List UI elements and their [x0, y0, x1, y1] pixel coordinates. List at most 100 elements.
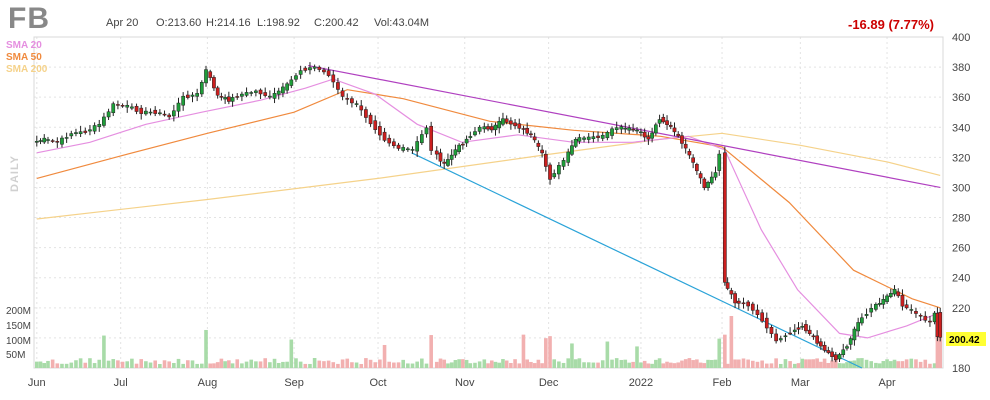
- candle-body: [235, 96, 240, 98]
- volume-bar: [848, 360, 853, 368]
- candle-body: [864, 314, 869, 316]
- price-tick-label: 260: [952, 243, 970, 255]
- candle-body: [240, 93, 244, 97]
- candle-body: [709, 176, 714, 184]
- volume-bar: [822, 358, 827, 368]
- volume-bar: [605, 341, 610, 368]
- volume-bar: [918, 361, 923, 368]
- volume-bars: [34, 316, 943, 368]
- candle-body: [783, 335, 788, 338]
- candle-body: [543, 153, 548, 167]
- candle-body: [401, 147, 406, 151]
- candle-body: [605, 132, 610, 139]
- candle-body: [733, 293, 737, 304]
- volume-bar: [230, 363, 235, 368]
- volume-bar: [181, 363, 185, 368]
- volume-bar: [760, 360, 764, 368]
- price-tick-label: 180: [952, 363, 970, 375]
- volume-bar: [453, 360, 458, 368]
- candle-body: [34, 141, 39, 143]
- volume-bar: [464, 359, 469, 368]
- volume-bar: [303, 363, 308, 368]
- price-axis: 400380360340320300280260240220200180: [952, 32, 970, 375]
- candle-body: [760, 312, 764, 322]
- candle-body: [461, 143, 465, 146]
- sma20-line: [36, 78, 941, 339]
- volume-bar: [668, 362, 673, 368]
- volume-bar: [268, 362, 272, 368]
- candle-body: [683, 143, 688, 149]
- volume-bar: [570, 343, 574, 368]
- candle-body: [548, 164, 552, 180]
- volume-bar: [34, 361, 39, 368]
- volume-bar: [489, 360, 494, 368]
- candle-body: [623, 127, 628, 130]
- volume-bar: [909, 358, 914, 368]
- volume-bar: [281, 361, 285, 368]
- price-change: -16.89 (7.77%): [848, 17, 934, 32]
- candle-body: [294, 75, 298, 80]
- volume-bar: [294, 358, 298, 368]
- volume-bar: [406, 363, 410, 368]
- candle-body: [826, 350, 831, 353]
- candle-body: [382, 131, 387, 141]
- volume-bar: [680, 360, 684, 368]
- volume-bar: [774, 358, 778, 368]
- volume-bar: [582, 362, 586, 368]
- volume-bar: [877, 363, 882, 368]
- candle-body: [230, 97, 235, 102]
- candle-body: [373, 120, 378, 130]
- candle-body: [482, 126, 487, 130]
- candle-body: [345, 98, 350, 100]
- price-tick-label: 340: [952, 122, 970, 134]
- candle-body: [419, 134, 424, 144]
- candle-body: [50, 140, 55, 142]
- volume-bar: [263, 358, 268, 368]
- candle-body: [317, 66, 322, 70]
- candle-body: [276, 90, 281, 95]
- candle-body: [185, 94, 190, 98]
- price-tick-label: 320: [952, 152, 970, 164]
- volume-bar: [631, 361, 635, 368]
- candle-body: [125, 104, 130, 108]
- candle-body: [153, 109, 158, 114]
- volume-bar: [741, 358, 746, 368]
- candle-body: [774, 333, 778, 342]
- volume-bar: [317, 360, 322, 368]
- candle-body: [354, 103, 359, 105]
- volume-bar: [486, 363, 490, 368]
- candle-body: [591, 136, 596, 139]
- volume-bar: [378, 359, 382, 368]
- candle-body: [83, 130, 88, 133]
- volume-bar: [892, 359, 897, 368]
- volume-bar: [167, 361, 171, 368]
- candle-body: [874, 304, 878, 310]
- candle-body: [517, 123, 522, 129]
- volume-bar: [74, 360, 78, 368]
- candle-body: [134, 105, 139, 112]
- volume-bar: [289, 339, 294, 368]
- volume-bar: [783, 359, 788, 368]
- volume-bar: [619, 359, 624, 368]
- candle-body: [509, 120, 513, 125]
- volume-bar: [833, 358, 838, 368]
- date-tick-label: Nov: [455, 377, 475, 389]
- price-tick-label: 400: [952, 32, 970, 44]
- volume-bar: [461, 359, 465, 368]
- candle-body: [695, 164, 699, 172]
- volume-bar: [900, 361, 905, 368]
- candle-body: [525, 128, 530, 134]
- volume-bar: [92, 363, 97, 368]
- date-tick-label: Sep: [284, 377, 304, 389]
- upper-trendline: [307, 64, 941, 189]
- price-tick-label: 240: [952, 273, 970, 285]
- volume-bar: [130, 358, 134, 368]
- volume-bar: [869, 361, 874, 368]
- candle-body: [312, 66, 317, 69]
- volume-bar: [687, 358, 692, 368]
- volume-bar: [186, 360, 190, 368]
- volume-bar: [442, 359, 447, 368]
- candle-body: [429, 125, 434, 151]
- candle-body: [489, 126, 494, 131]
- volume-bar: [387, 361, 392, 368]
